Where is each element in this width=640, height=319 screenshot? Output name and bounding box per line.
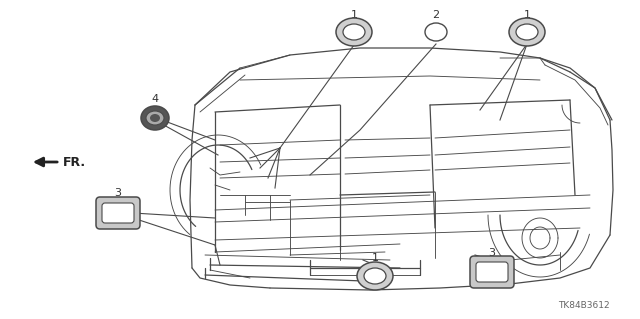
Ellipse shape: [364, 268, 386, 284]
Text: 1: 1: [371, 253, 378, 263]
Text: 3: 3: [488, 248, 495, 258]
Text: 1: 1: [351, 10, 358, 20]
Ellipse shape: [357, 262, 393, 290]
Text: 1: 1: [524, 10, 531, 20]
Ellipse shape: [141, 106, 169, 130]
Ellipse shape: [146, 111, 164, 125]
FancyBboxPatch shape: [102, 203, 134, 223]
Ellipse shape: [336, 18, 372, 46]
Text: 4: 4: [152, 94, 159, 104]
FancyBboxPatch shape: [96, 197, 140, 229]
Text: 2: 2: [433, 10, 440, 20]
Ellipse shape: [509, 18, 545, 46]
Ellipse shape: [343, 24, 365, 40]
Text: FR.: FR.: [63, 155, 86, 168]
Ellipse shape: [516, 24, 538, 40]
FancyBboxPatch shape: [476, 262, 508, 282]
Text: TK84B3612: TK84B3612: [558, 301, 610, 310]
Text: 3: 3: [115, 188, 122, 198]
FancyBboxPatch shape: [470, 256, 514, 288]
Ellipse shape: [150, 114, 160, 122]
Ellipse shape: [425, 23, 447, 41]
